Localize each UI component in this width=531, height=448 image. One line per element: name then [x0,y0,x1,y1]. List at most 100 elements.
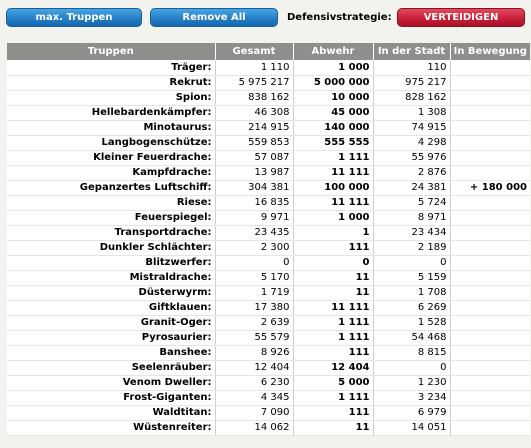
defense-strategy-label: Defensivstrategie: [287,12,392,23]
defense-cell: 555 555 [293,135,374,151]
in-city-cell: 8 971 [373,210,451,226]
table-row: Granit-Oger: 2 639 1 111 1 528 [7,315,530,331]
in-movement-cell [450,90,530,106]
in-movement-cell [450,210,530,226]
troop-name-cell: Träger: [7,60,216,76]
defense-cell: 11 111 [293,195,374,211]
defense-cell: 11 [293,270,374,286]
defense-cell: 11 111 [293,300,374,316]
table-row: Seelenräuber: 12 404 12 404 0 [7,360,530,376]
table-row: Venom Dweller: 6 230 5 000 1 230 [7,375,530,391]
total-cell: 5 170 [215,270,294,286]
troop-name-cell: Waldtitan: [7,405,216,421]
defense-cell: 140 000 [293,120,374,136]
in-movement-cell [450,240,530,256]
total-cell: 4 345 [215,390,294,406]
defense-cell: 12 404 [293,360,374,376]
troop-name-cell: Langbogenschütze: [7,135,216,151]
in-city-cell: 0 [373,255,451,271]
total-cell: 13 987 [215,165,294,181]
in-city-cell: 1 708 [373,285,451,301]
total-cell: 214 915 [215,120,294,136]
table-row: Kampfdrache: 13 987 11 111 2 876 [7,165,530,181]
total-cell: 304 381 [215,180,294,196]
troop-name-cell: Kampfdrache: [7,165,216,181]
in-movement-cell [450,135,530,151]
troop-name-cell: Wüstenreiter: [7,420,216,436]
troop-name-cell: Banshee: [7,345,216,361]
troop-name-cell: Düsterwyrm: [7,285,216,301]
in-movement-cell [450,75,530,91]
table-row: Träger: 1 110 1 000 110 [7,60,530,76]
total-cell: 7 090 [215,405,294,421]
total-cell: 16 835 [215,195,294,211]
in-city-cell: 8 815 [373,345,451,361]
table-row: Banshee: 8 926 111 8 815 [7,345,530,361]
table-row: Frost-Giganten: 4 345 1 111 3 234 [7,390,530,406]
in-city-cell: 1 308 [373,105,451,121]
in-movement-cell [450,150,530,166]
in-city-cell: 975 217 [373,75,451,91]
defense-cell: 111 [293,345,374,361]
defense-cell: 100 000 [293,180,374,196]
table-row: Kleiner Feuerdrache: 57 087 1 111 55 976 [7,150,530,166]
remove-all-button[interactable]: Remove All [150,8,278,27]
table-row: Düsterwyrm: 1 719 11 1 708 [7,285,530,301]
defense-cell: 1 000 [293,60,374,76]
table-row: Transportdrache: 23 435 1 23 434 [7,225,530,241]
in-city-cell: 6 269 [373,300,451,316]
troop-name-cell: Minotaurus: [7,120,216,136]
in-city-cell: 5 159 [373,270,451,286]
in-movement-cell [450,405,530,421]
total-cell: 46 308 [215,105,294,121]
troops-table: Truppen Gesamt Abwehr In der Stadt In Be… [7,43,530,436]
table-header-row: Truppen Gesamt Abwehr In der Stadt In Be… [7,43,530,60]
in-city-cell: 14 051 [373,420,451,436]
total-cell: 23 435 [215,225,294,241]
table-row: Mistraldrache: 5 170 11 5 159 [7,270,530,286]
total-cell: 2 639 [215,315,294,331]
troop-name-cell: Riese: [7,195,216,211]
total-cell: 57 087 [215,150,294,166]
header-in-movement: In Bewegung [450,43,530,60]
in-city-cell: 110 [373,60,451,76]
header-in-city: In der Stadt [373,43,451,60]
defense-cell: 0 [293,255,374,271]
total-cell: 5 975 217 [215,75,294,91]
in-movement-cell: + 180 000 [450,180,530,196]
defense-cell: 11 [293,285,374,301]
table-row: Dunkler Schlächter: 2 300 111 2 189 [7,240,530,256]
in-city-cell: 24 381 [373,180,451,196]
defense-cell: 45 000 [293,105,374,121]
total-cell: 12 404 [215,360,294,376]
total-cell: 8 926 [215,345,294,361]
header-total: Gesamt [215,43,294,60]
troop-name-cell: Transportdrache: [7,225,216,241]
table-row: Riese: 16 835 11 111 5 724 [7,195,530,211]
defense-cell: 1 000 [293,210,374,226]
troop-name-cell: Seelenräuber: [7,360,216,376]
defense-cell: 11 [293,420,374,436]
defense-cell: 111 [293,405,374,421]
in-city-cell: 3 234 [373,390,451,406]
header-defense: Abwehr [293,43,374,60]
in-city-cell: 23 434 [373,225,451,241]
troop-name-cell: Frost-Giganten: [7,390,216,406]
table-row: Waldtitan: 7 090 111 6 979 [7,405,530,421]
troop-name-cell: Pyrosaurier: [7,330,216,346]
in-city-cell: 0 [373,360,451,376]
total-cell: 838 162 [215,90,294,106]
header-troops: Truppen [7,43,216,60]
table-row: Minotaurus: 214 915 140 000 74 915 [7,120,530,136]
defend-button[interactable]: VERTEIDIGEN [397,8,525,27]
in-movement-cell [450,120,530,136]
max-troops-button[interactable]: max. Truppen [6,8,142,27]
table-row: Feuerspiegel: 9 971 1 000 8 971 [7,210,530,226]
in-city-cell: 55 976 [373,150,451,166]
in-city-cell: 1 230 [373,375,451,391]
total-cell: 55 579 [215,330,294,346]
in-city-cell: 828 162 [373,90,451,106]
in-movement-cell [450,255,530,271]
troop-name-cell: Kleiner Feuerdrache: [7,150,216,166]
in-movement-cell [450,390,530,406]
